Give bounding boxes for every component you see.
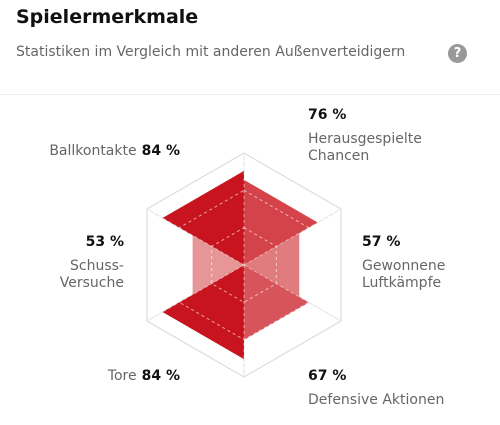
axis-label: 53 % Schuss-Versuche bbox=[54, 234, 124, 292]
category-label: Defensive Aktionen bbox=[308, 392, 445, 408]
category-label: Ballkontakte bbox=[49, 143, 137, 159]
value-label: 57 % bbox=[362, 234, 401, 250]
help-icon[interactable]: ? bbox=[448, 44, 467, 63]
sector bbox=[244, 265, 309, 341]
spoke-inner bbox=[243, 208, 342, 266]
category-label: Schuss-Versuche bbox=[59, 258, 124, 291]
spoke-inner bbox=[243, 264, 342, 322]
sector bbox=[162, 170, 244, 265]
axis-label: Tore 84 % bbox=[108, 368, 180, 385]
category-label: Herausgespielte Chancen bbox=[308, 131, 422, 164]
sector bbox=[244, 233, 300, 297]
spoke-inner bbox=[146, 208, 245, 266]
sector bbox=[162, 265, 244, 360]
title: Spielermerkmale bbox=[16, 6, 199, 28]
value-label: 84 % bbox=[141, 143, 180, 159]
axis-label: Ballkontakte 84 % bbox=[49, 143, 180, 160]
value-label: 53 % bbox=[85, 234, 124, 250]
sector bbox=[244, 179, 318, 265]
spoke-inner bbox=[146, 264, 245, 322]
category-label: Tore bbox=[107, 368, 137, 384]
axis-label: 76 % Herausgespielte Chancen bbox=[308, 107, 458, 165]
subtitle: Statistiken im Vergleich mit anderen Auß… bbox=[16, 44, 406, 60]
value-label: 67 % bbox=[308, 368, 347, 384]
separator bbox=[0, 94, 500, 95]
category-label: Gewonnene Luftkämpfe bbox=[362, 258, 446, 291]
value-label: 76 % bbox=[308, 107, 347, 123]
axis-label: 67 % Defensive Aktionen bbox=[308, 368, 488, 409]
sector bbox=[192, 235, 244, 295]
value-label: 84 % bbox=[141, 368, 180, 384]
axis-label: 57 % Gewonnene Luftkämpfe bbox=[362, 234, 472, 292]
